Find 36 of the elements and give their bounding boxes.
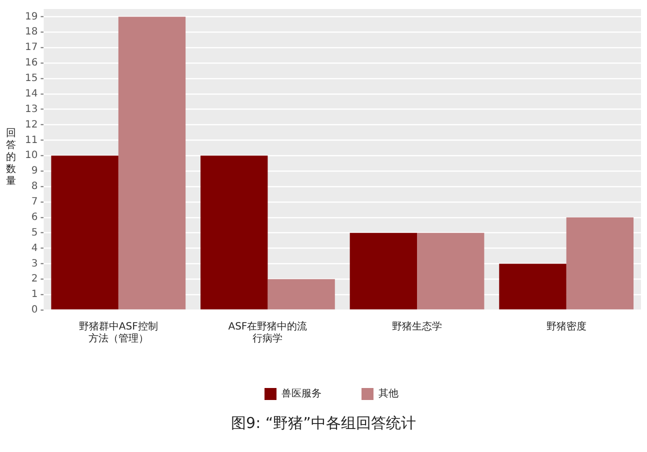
y-tick-label: 2 <box>31 274 38 285</box>
y-tick-label: 13 <box>24 104 38 115</box>
y-tick-label: 0 <box>31 304 38 316</box>
y-tick-label: 6 <box>31 212 38 223</box>
y-tick-label: 12 <box>24 119 38 130</box>
bar <box>350 232 418 310</box>
x-tick-label: 野猪密度 <box>546 320 586 333</box>
bar <box>200 156 268 310</box>
y-tick-label: 16 <box>24 58 38 69</box>
y-tick-label: 8 <box>31 181 38 192</box>
y-tick-label: 3 <box>31 258 38 270</box>
text: 图9: “野猪”中各组回答统计 <box>230 414 417 433</box>
y-tick-label: 19 <box>24 11 38 22</box>
y-tick-label: 17 <box>24 42 38 54</box>
x-tick-label: 野猪生态学 <box>392 320 442 333</box>
y-tick-label: 10 <box>24 150 38 162</box>
legend-label: 其他 <box>378 388 398 400</box>
bar <box>499 264 566 310</box>
y-tick-label: 11 <box>24 134 38 146</box>
x-tick-label: 野猪群中ASF控制方法（管理） <box>78 320 158 345</box>
y-tick-label: 14 <box>24 88 38 100</box>
y-tick-label: 7 <box>31 196 38 208</box>
y-tick-label: 9 <box>31 166 38 177</box>
y-tick-label: 4 <box>31 242 38 254</box>
legend-label: 兽医服务 <box>282 388 322 400</box>
y-tick-label: 1 <box>31 289 38 300</box>
y-tick-label: 18 <box>24 26 38 38</box>
bar <box>417 232 484 310</box>
bar <box>566 217 634 310</box>
y-tick-label: 15 <box>24 73 38 84</box>
y-axis-title: 回答的数量 <box>6 128 17 188</box>
x-tick-label: ASF在野猪中的流行病学 <box>228 320 308 345</box>
bar <box>268 279 335 310</box>
y-tick-label: 5 <box>31 227 38 238</box>
bar <box>51 156 118 310</box>
bar <box>118 16 186 310</box>
